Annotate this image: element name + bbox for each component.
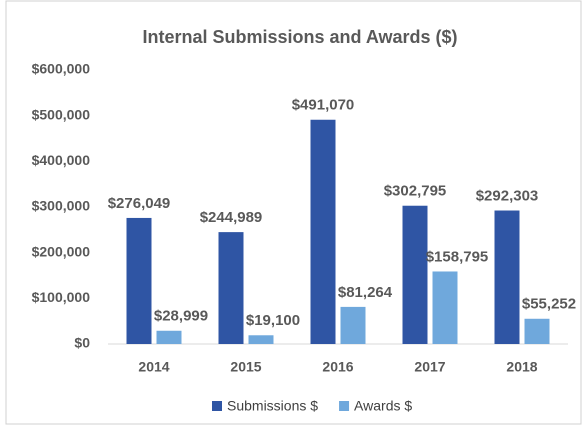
y-tick-label: $400,000 — [32, 152, 91, 168]
data-label: $55,252 — [522, 296, 576, 313]
y-tick-label: $0 — [74, 335, 90, 351]
bar — [218, 232, 244, 344]
y-tick-label: $100,000 — [32, 289, 91, 305]
bar — [494, 210, 520, 344]
bar — [156, 330, 182, 344]
x-tick-label: 2014 — [138, 359, 169, 375]
chart-title: Internal Submissions and Awards ($) — [142, 27, 457, 47]
x-tick-label: 2016 — [322, 359, 353, 375]
data-label: $28,999 — [154, 308, 208, 325]
x-tick-label: 2017 — [414, 359, 445, 375]
y-tick-label: $300,000 — [32, 198, 91, 214]
data-label: $302,795 — [384, 183, 447, 200]
x-tick-label: 2015 — [230, 359, 261, 375]
bar — [310, 119, 336, 345]
data-label: $158,795 — [426, 248, 489, 265]
data-label: $292,303 — [476, 187, 539, 204]
data-label: $81,264 — [338, 284, 393, 301]
chart-border — [5, 0, 582, 425]
bar — [248, 335, 274, 344]
data-label: $19,100 — [246, 312, 300, 329]
data-label: $244,989 — [200, 209, 263, 226]
legend-swatch — [212, 401, 222, 411]
y-tick-label: $500,000 — [32, 106, 91, 122]
bar — [340, 306, 366, 344]
bar — [402, 205, 428, 344]
data-label: $276,049 — [108, 195, 171, 212]
legend-swatch — [339, 401, 350, 411]
bar — [432, 271, 458, 344]
y-tick-label: $200,000 — [32, 243, 91, 259]
legend-label: Submissions $ — [227, 398, 318, 414]
x-tick-label: 2018 — [506, 359, 537, 375]
bar — [126, 217, 152, 344]
y-tick-label: $600,000 — [32, 61, 91, 77]
legend-label: Awards $ — [354, 398, 412, 414]
data-label: $491,070 — [292, 97, 355, 114]
bar — [524, 318, 550, 344]
